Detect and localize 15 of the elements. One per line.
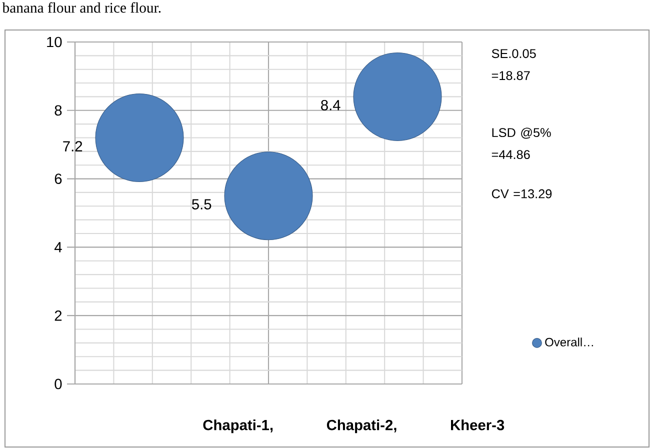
y-tick-label: 10 — [47, 36, 62, 48]
legend-label: Overall… — [545, 338, 593, 346]
data-label: 5.5 — [192, 199, 212, 210]
text: CV =13.29 — [492, 189, 552, 198]
y-tick-label: 6 — [54, 174, 62, 184]
text: LSD @5% =44.86 — [492, 128, 551, 160]
y-tick-label: 8 — [54, 105, 62, 116]
y-tick-label: 4 — [54, 242, 62, 252]
data-label: 7.2 — [63, 141, 82, 152]
text: banana flour and rice flour. — [2, 2, 161, 13]
y-tick-label: 0 — [54, 378, 62, 390]
x-axis-title: Chapati-1, Chapati-2, Kheer-3 — [203, 419, 504, 434]
data-label: 8.4 — [321, 100, 340, 110]
text: SE.0.05 =18.87 — [492, 49, 536, 80]
y-tick-label: 2 — [54, 310, 62, 321]
